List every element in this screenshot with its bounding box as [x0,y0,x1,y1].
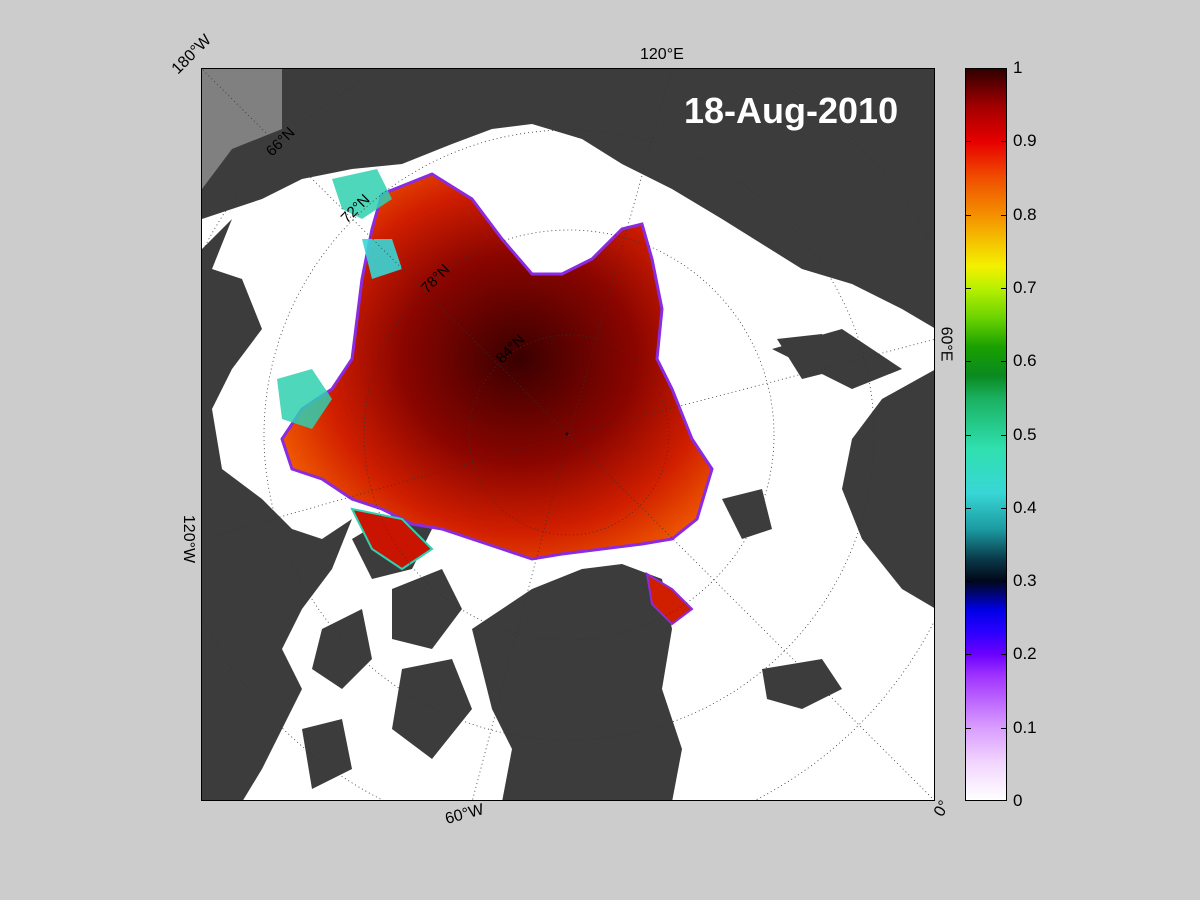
land-scandinavia [842,370,934,608]
land-novaya-zemlya [772,329,902,389]
land-siberia [202,69,934,328]
no-data-patch [202,69,282,189]
ice-fringe-pocket [362,239,402,279]
land-archipelago-2 [392,569,462,649]
ice-fringe-greenland-sea [645,572,694,626]
colorbar-tick-label: 0.5 [1013,424,1037,444]
land-archipelago-4 [392,659,472,759]
colorbar-tick-label: 0.3 [1013,571,1037,591]
colorbar-tick-mark [965,654,971,656]
colorbar-tick-mark [965,141,971,143]
colorbar-tick-mark [1001,507,1007,509]
colorbar-tick-label: 0.2 [1013,644,1037,664]
colorbar-tick-label: 0.8 [1013,204,1037,224]
colorbar-tick-label: 1 [1013,58,1023,77]
colorbar-tick-label: 0.4 [1013,497,1037,517]
colorbar-tick-label: 0.7 [1013,277,1037,297]
graticule [202,69,934,800]
colorbar-tick-label: 0.1 [1013,717,1037,737]
colorbar-tick-mark [1001,287,1007,289]
meridian-0 [568,434,934,800]
colorbar-tick-mark [965,434,971,436]
colorbar-tick-mark [1001,581,1007,583]
colorbar-tick-label: 0 [1013,791,1023,810]
land-archipelago-5 [302,719,352,789]
ice-archipelago-channels [350,507,434,571]
colorbar [965,68,1007,801]
colorbar-tick-mark [965,581,971,583]
colorbar-tick-label: 0.6 [1013,351,1037,371]
colorbar-tick-mark [965,727,971,729]
ice-fringe-left [277,369,332,429]
colorbar-tick-mark [1001,214,1007,216]
pole-marker: * [565,431,569,442]
land-masses [202,69,934,800]
colorbar-tick-label: 0.9 [1013,131,1037,151]
lat-circle-84 [468,334,670,536]
colorbar-tick-mark [965,214,971,216]
colorbar-tick-mark [965,361,971,363]
colorbar-tick-mark [965,507,971,509]
meridian-120e [568,69,673,436]
colorbar-tick-mark [965,287,971,289]
lon-label-120e: 120°E [640,46,684,63]
lat-circle-72 [263,129,875,741]
meridian-60w [472,434,570,800]
date-label: 18-Aug-2010 [684,90,899,131]
colorbar-tick-mark [1001,654,1007,656]
land-alaska-canada [202,219,352,800]
land-iceland [762,659,842,709]
ice-fringe-top [332,169,392,219]
lon-label-120w: 120°W [180,514,198,564]
colorbar-tick-mark [1001,727,1007,729]
meridian-60e [568,339,934,436]
colorbar-tick-mark [1001,141,1007,143]
land-svalbard [722,489,772,539]
lon-label-60e: 60°E [937,326,955,362]
colorbar-tick-mark [1001,361,1007,363]
land-archipelago-3 [312,609,372,689]
land-greenland [472,564,682,800]
lon-label-0: 0° [931,797,954,820]
lon-label-60w: 60°W [443,801,486,828]
colorbar-tick-mark [1001,434,1007,436]
lat-circle-78 [363,229,775,641]
map-canvas: * 66°N 72°N 78°N 84°N [202,69,934,800]
sea-ice-map: * 66°N 72°N 78°N 84°N [201,68,935,801]
